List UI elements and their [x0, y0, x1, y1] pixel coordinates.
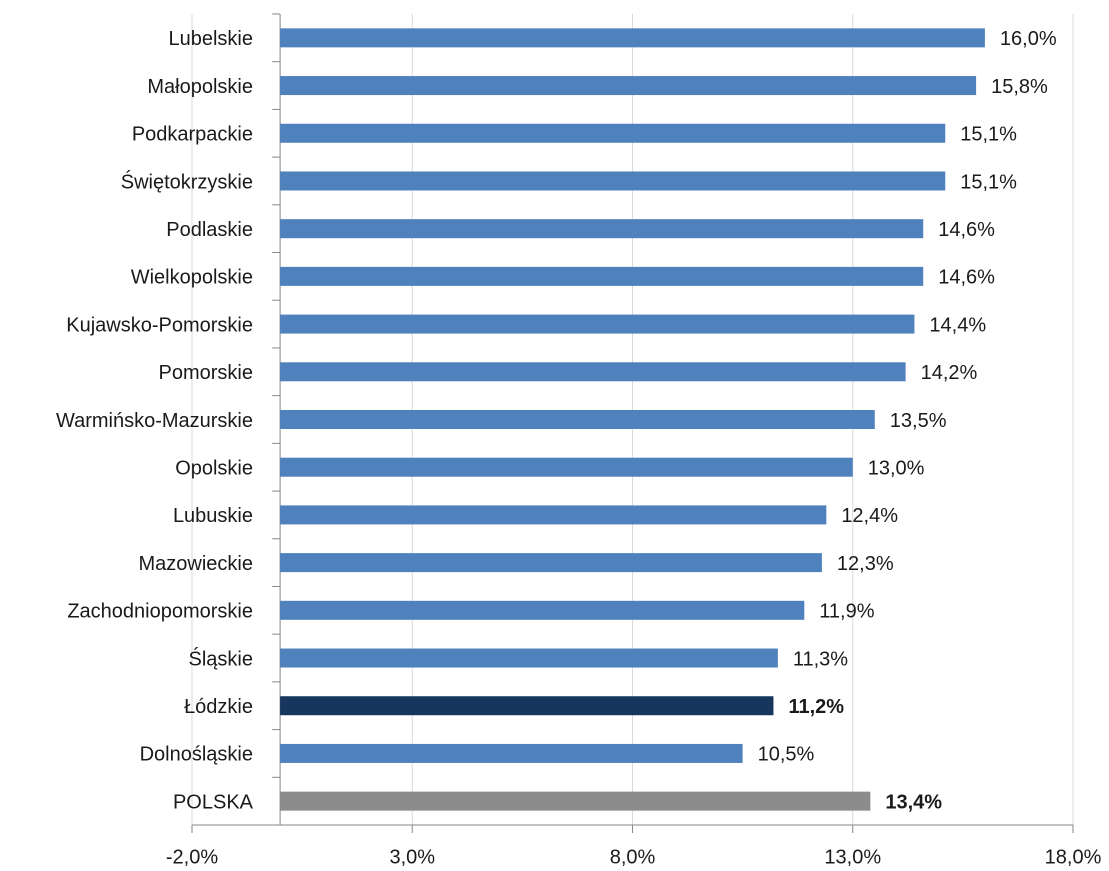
- bar: [280, 600, 805, 620]
- y-tick-label: POLSKA: [173, 791, 254, 813]
- y-tick-label: Świętokrzyskie: [121, 169, 253, 193]
- y-tick-label: Wielkopolskie: [131, 267, 253, 289]
- value-label: 13,4%: [885, 791, 942, 813]
- value-label: 11,3%: [793, 648, 848, 670]
- value-label: 14,4%: [929, 314, 986, 336]
- x-tick-label: 13,0%: [824, 846, 881, 868]
- x-tick-label: 8,0%: [610, 846, 656, 868]
- value-label: 10,5%: [758, 744, 815, 766]
- value-label: 15,1%: [960, 124, 1017, 146]
- y-tick-label: Kujawsko-Pomorskie: [66, 314, 253, 336]
- y-tick-label: Pomorskie: [159, 362, 253, 384]
- value-label: 16,0%: [1000, 28, 1057, 50]
- bar: [280, 28, 985, 48]
- x-tick-label: 18,0%: [1045, 846, 1102, 868]
- y-tick-label: Łódzkie: [184, 696, 253, 718]
- value-label: 12,4%: [841, 505, 898, 527]
- y-tick-label: Mazowieckie: [139, 553, 253, 575]
- bar: [280, 266, 924, 286]
- x-tick-label: -2,0%: [166, 846, 218, 868]
- bar: [280, 696, 774, 716]
- bar: [280, 314, 915, 334]
- value-label: 15,8%: [991, 76, 1048, 98]
- bar: [280, 457, 853, 477]
- y-tick-label: Śląskie: [189, 646, 253, 670]
- bar: [280, 362, 906, 382]
- bar: [280, 553, 822, 573]
- bar: [280, 219, 924, 239]
- value-label: 15,1%: [960, 171, 1017, 193]
- value-label: 14,6%: [938, 267, 995, 289]
- value-label: 11,2%: [788, 696, 844, 718]
- bar: [280, 743, 743, 763]
- bar: [280, 791, 871, 811]
- y-tick-label: Warmińsko-Mazurskie: [56, 410, 253, 432]
- value-label: 13,0%: [868, 457, 925, 479]
- y-tick-label: Lubuskie: [173, 505, 253, 527]
- y-tick-label: Opolskie: [175, 457, 253, 479]
- bar: [280, 76, 977, 96]
- bar: [280, 171, 946, 191]
- y-tick-label: Lubelskie: [168, 28, 253, 50]
- value-label: 12,3%: [837, 553, 894, 575]
- bar: [280, 410, 875, 429]
- x-tick-label: 3,0%: [389, 846, 435, 868]
- bar: [280, 648, 778, 668]
- bar: [280, 123, 946, 143]
- y-tick-label: Dolnośląskie: [140, 744, 253, 766]
- y-tick-label: Zachodniopomorskie: [67, 601, 253, 623]
- value-label: 14,6%: [938, 219, 995, 241]
- y-tick-label: Małopolskie: [147, 76, 253, 98]
- value-label: 13,5%: [890, 410, 947, 432]
- value-label: 14,2%: [921, 362, 978, 384]
- y-tick-label: Podkarpackie: [132, 124, 253, 146]
- value-label: 11,9%: [819, 601, 874, 623]
- bar: [280, 505, 827, 525]
- y-tick-label: Podlaskie: [166, 219, 253, 241]
